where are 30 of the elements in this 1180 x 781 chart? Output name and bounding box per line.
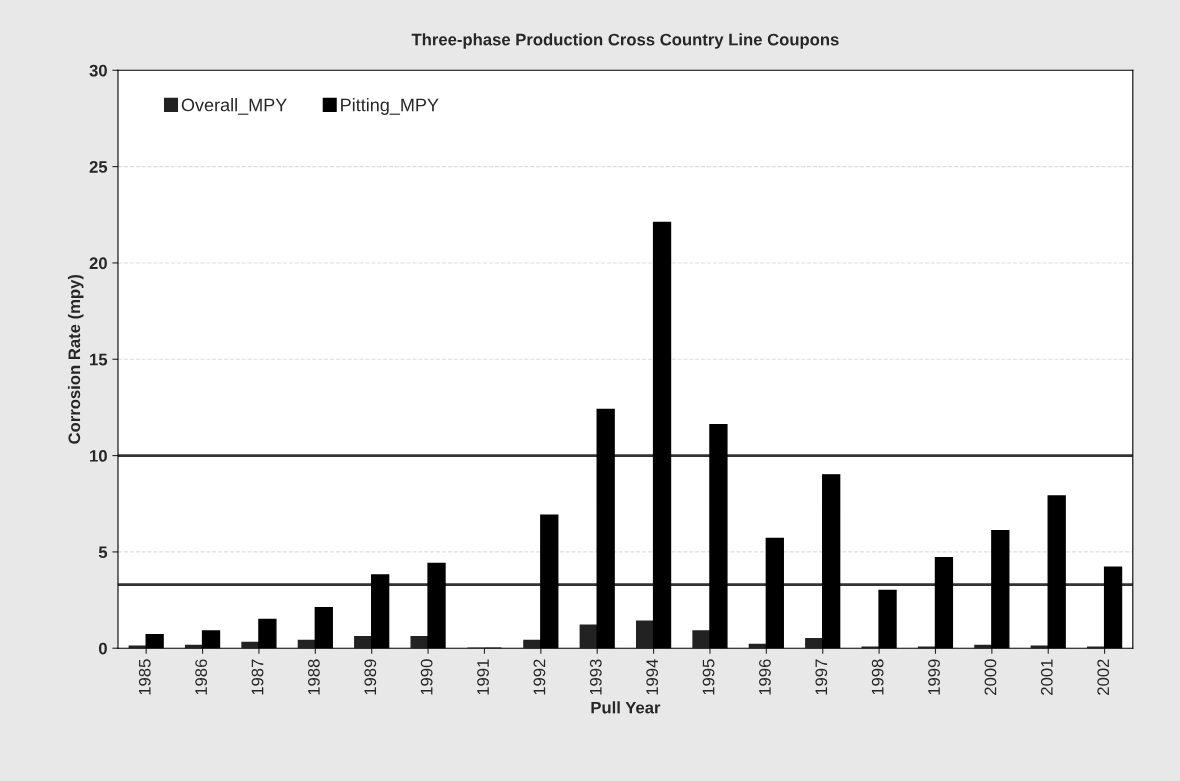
x-tick-label: 1985 xyxy=(138,659,151,695)
x-tick-label: 1995 xyxy=(702,659,715,695)
chart-title: Three-phase Production Cross Country Line Coupons xyxy=(411,33,839,49)
y-tick-label: 5 xyxy=(98,546,108,559)
x-tick-label: 2001 xyxy=(1040,659,1053,695)
x-tick-label: 1989 xyxy=(364,659,377,695)
x-tick-label: 1999 xyxy=(928,659,940,695)
legend-label: Pitting_MPY xyxy=(341,98,439,115)
x-tick-label: 1986 xyxy=(195,659,208,695)
x-tick-label: 1997 xyxy=(815,659,828,695)
x-tick-label: 1991 xyxy=(477,659,489,695)
y-tick-label: 10 xyxy=(90,449,107,462)
y-axis-title: Corrosion Rate (mpy) xyxy=(67,274,84,444)
x-tick-label: 1994 xyxy=(646,659,659,695)
y-tick-label: 25 xyxy=(89,161,108,173)
y-tick-label: 0 xyxy=(98,642,107,655)
x-tick-label: 2002 xyxy=(1097,659,1110,695)
y-tick-label: 20 xyxy=(89,257,107,270)
y-tick-label: 15 xyxy=(90,353,108,366)
x-tick-label: 1996 xyxy=(759,659,771,695)
x-tick-label: 2000 xyxy=(984,659,997,695)
x-tick-label: 1987 xyxy=(251,659,264,695)
x-tick-label: 1993 xyxy=(589,659,602,695)
x-axis-title: Pull Year xyxy=(591,701,661,714)
y-tick-label: 30 xyxy=(89,64,107,77)
legend-label: Overall_MPY xyxy=(181,98,287,115)
x-tick-label: 1998 xyxy=(871,659,884,695)
x-tick-label: 1990 xyxy=(420,659,433,695)
x-tick-label: 1992 xyxy=(533,659,546,695)
x-tick-label: 1988 xyxy=(307,659,320,695)
